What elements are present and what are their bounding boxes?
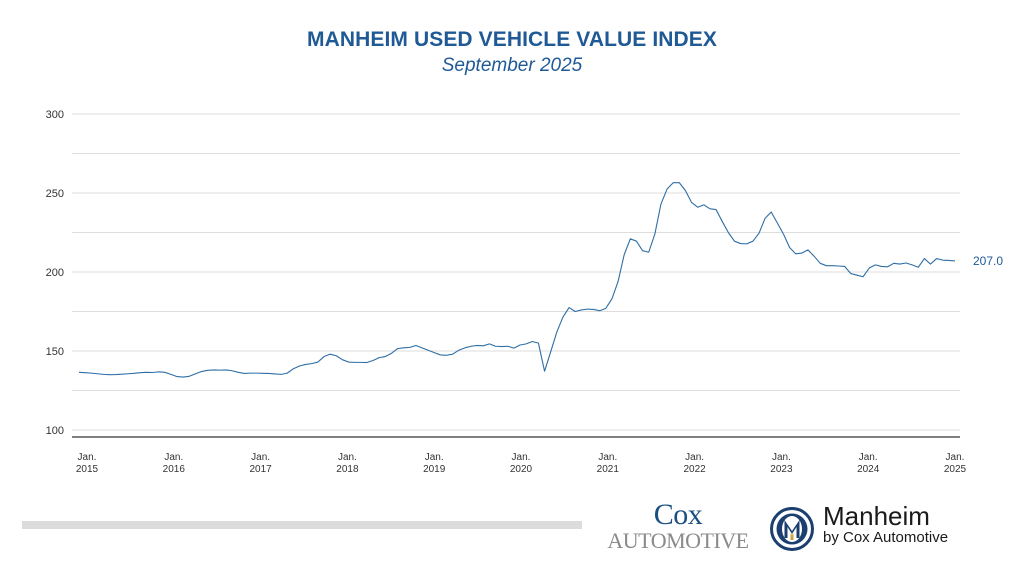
x-tick-label: Jan. 2017 — [249, 452, 272, 475]
x-tick-label: Jan. 2020 — [510, 452, 533, 475]
cox-automotive-logo: Cox Automotive — [602, 500, 754, 552]
x-tick-label: Jan. 2019 — [423, 452, 446, 475]
x-tick-label: Jan. 2025 — [944, 452, 967, 475]
series-line — [78, 182, 956, 378]
x-tick-label: Jan. 2016 — [163, 452, 186, 475]
x-tick-label: Jan. 2015 — [76, 452, 99, 475]
manheim-logo-icon — [770, 507, 814, 551]
chart-subtitle: September 2025 — [441, 55, 583, 76]
y-tick-label: 200 — [46, 267, 64, 279]
x-axis-ticks: Jan. 2015 Jan. 2016 Jan. 2017 Jan. 2018 Jan. 2019… — [76, 452, 967, 475]
manheim-wordmark: Manheim by Cox Automotive — [823, 501, 949, 547]
gridlines — [72, 113, 960, 431]
y-tick-label: 150 — [46, 346, 64, 358]
manheim-subtitle: by Cox Automotive — [823, 529, 949, 547]
y-axis-ticks: 100 150 200 250 300 — [46, 109, 64, 437]
manheim-name: Manheim — [823, 501, 930, 531]
line-chart: 100 150 200 250 300 Jan. 2015 Jan. 2016 Jan. 2017… — [46, 109, 1004, 475]
y-tick-label: 300 — [46, 109, 64, 121]
x-tick-label: Jan. 2021 — [597, 452, 620, 475]
x-tick-label: Jan. 2023 — [770, 452, 793, 475]
chart-title: MANHEIM USED VEHICLE VALUE INDEX — [306, 28, 717, 51]
y-tick-label: 100 — [46, 425, 64, 437]
footer-divider-bar — [22, 521, 582, 529]
cox-logo-line2-text: Automotive — [607, 528, 749, 553]
y-tick-label: 250 — [46, 188, 64, 200]
end-value-label: 207.0 — [973, 254, 1003, 268]
cox-logo-line2: Automotive — [602, 530, 754, 552]
x-tick-label: Jan. 2018 — [336, 452, 359, 475]
cox-logo-line1: Cox — [653, 498, 703, 531]
x-tick-label: Jan. 2022 — [683, 452, 706, 475]
x-tick-label: Jan. 2024 — [857, 452, 880, 475]
